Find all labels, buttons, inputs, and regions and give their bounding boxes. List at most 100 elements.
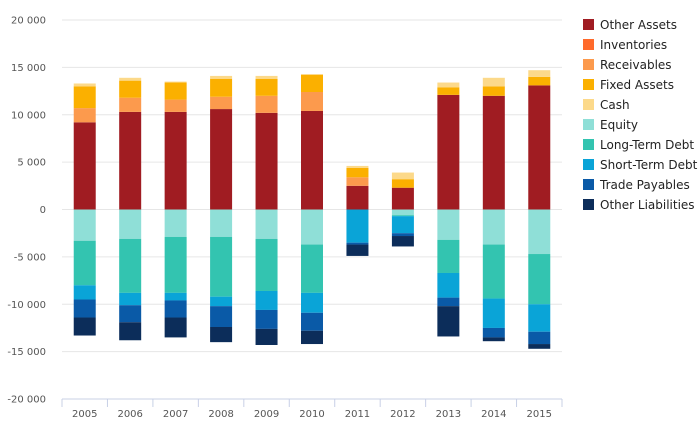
legend-label[interactable]: Cash bbox=[600, 98, 630, 112]
bar-segment[interactable] bbox=[119, 111, 142, 210]
bar-segment[interactable] bbox=[73, 122, 96, 210]
bar-segment[interactable] bbox=[73, 83, 96, 87]
bar-segment[interactable] bbox=[164, 236, 187, 293]
bar-segment[interactable] bbox=[437, 209, 460, 240]
bar-segment[interactable] bbox=[73, 209, 96, 241]
bar-segment[interactable] bbox=[528, 331, 551, 345]
bar-segment[interactable] bbox=[164, 111, 187, 210]
bar-segment[interactable] bbox=[255, 238, 278, 291]
bar-segment[interactable] bbox=[255, 75, 278, 79]
bar-segment[interactable] bbox=[164, 300, 187, 318]
bar-segment[interactable] bbox=[391, 179, 414, 188]
bar-segment[interactable] bbox=[255, 112, 278, 210]
bar-segment[interactable] bbox=[528, 70, 551, 77]
legend-swatch[interactable] bbox=[583, 39, 594, 50]
bar-segment[interactable] bbox=[346, 242, 369, 245]
bar-segment[interactable] bbox=[482, 86, 505, 96]
bar-segment[interactable] bbox=[210, 96, 233, 110]
bar-segment[interactable] bbox=[210, 78, 233, 97]
bar-segment[interactable] bbox=[301, 209, 323, 245]
legend-label[interactable]: Receivables bbox=[600, 58, 672, 72]
bar-segment[interactable] bbox=[119, 305, 142, 323]
bar-segment[interactable] bbox=[391, 172, 414, 180]
bar-segment[interactable] bbox=[346, 244, 369, 256]
bar-segment[interactable] bbox=[119, 292, 142, 306]
legend-label[interactable]: Other Assets bbox=[600, 18, 677, 32]
legend-swatch[interactable] bbox=[583, 59, 594, 70]
legend-swatch[interactable] bbox=[583, 79, 594, 90]
bar-segment[interactable] bbox=[119, 97, 142, 112]
bar-segment[interactable] bbox=[255, 309, 278, 329]
legend-label[interactable]: Other Liabilities bbox=[600, 198, 695, 212]
bar-segment[interactable] bbox=[437, 297, 460, 307]
legend-label[interactable]: Long-Term Debt bbox=[600, 138, 694, 152]
legend-swatch[interactable] bbox=[583, 139, 594, 150]
bar-segment[interactable] bbox=[164, 99, 187, 112]
bar-segment[interactable] bbox=[482, 95, 505, 210]
bar-segment[interactable] bbox=[119, 209, 142, 239]
legend-label[interactable]: Trade Payables bbox=[599, 178, 690, 192]
bar-segment[interactable] bbox=[346, 185, 369, 210]
bar-segment[interactable] bbox=[73, 86, 96, 109]
bar-segment[interactable] bbox=[301, 92, 323, 111]
bar-segment[interactable] bbox=[164, 292, 187, 301]
bar-segment[interactable] bbox=[119, 322, 142, 341]
bar-segment[interactable] bbox=[528, 76, 551, 86]
bar-segment[interactable] bbox=[301, 74, 323, 75]
bar-segment[interactable] bbox=[255, 209, 278, 239]
bar-segment[interactable] bbox=[73, 317, 96, 336]
legend-swatch[interactable] bbox=[583, 159, 594, 170]
legend-swatch[interactable] bbox=[583, 199, 594, 210]
bar-segment[interactable] bbox=[301, 244, 323, 293]
bar-segment[interactable] bbox=[164, 317, 187, 338]
bar-segment[interactable] bbox=[346, 167, 369, 178]
bar-segment[interactable] bbox=[437, 272, 460, 298]
bar-segment[interactable] bbox=[391, 216, 414, 234]
bar-segment[interactable] bbox=[482, 337, 505, 342]
bar-segment[interactable] bbox=[391, 187, 414, 210]
bar-segment[interactable] bbox=[119, 77, 142, 81]
bar-segment[interactable] bbox=[164, 81, 187, 83]
bar-segment[interactable] bbox=[437, 94, 460, 210]
bar-segment[interactable] bbox=[482, 327, 505, 338]
bar-segment[interactable] bbox=[528, 304, 551, 332]
bar-segment[interactable] bbox=[255, 328, 278, 345]
legend-label[interactable]: Equity bbox=[600, 118, 638, 132]
bar-segment[interactable] bbox=[73, 240, 96, 286]
bar-segment[interactable] bbox=[346, 209, 369, 243]
bar-segment[interactable] bbox=[437, 306, 460, 337]
bar-segment[interactable] bbox=[391, 236, 414, 247]
bar-segment[interactable] bbox=[119, 238, 142, 293]
legend-swatch[interactable] bbox=[583, 179, 594, 190]
bar-segment[interactable] bbox=[528, 209, 551, 255]
bar-segment[interactable] bbox=[301, 330, 323, 345]
bar-segment[interactable] bbox=[528, 85, 551, 210]
bar-segment[interactable] bbox=[437, 239, 460, 273]
legend-swatch[interactable] bbox=[583, 119, 594, 130]
bar-segment[interactable] bbox=[255, 78, 278, 96]
bar-segment[interactable] bbox=[210, 109, 233, 210]
bar-segment[interactable] bbox=[210, 326, 233, 343]
legend-swatch[interactable] bbox=[583, 99, 594, 110]
bar-segment[interactable] bbox=[119, 80, 142, 98]
bar-segment[interactable] bbox=[528, 254, 551, 305]
bar-segment[interactable] bbox=[482, 209, 505, 245]
legend-label[interactable]: Short-Term Debt bbox=[600, 158, 698, 172]
legend-label[interactable]: Inventories bbox=[600, 38, 667, 52]
bar-segment[interactable] bbox=[164, 209, 187, 237]
bar-segment[interactable] bbox=[301, 74, 323, 93]
bar-segment[interactable] bbox=[301, 312, 323, 331]
bar-segment[interactable] bbox=[73, 108, 96, 123]
bar-segment[interactable] bbox=[346, 165, 369, 168]
bar-segment[interactable] bbox=[210, 75, 233, 79]
bar-segment[interactable] bbox=[164, 82, 187, 100]
bar-segment[interactable] bbox=[346, 177, 369, 186]
bar-segment[interactable] bbox=[210, 296, 233, 307]
bar-segment[interactable] bbox=[437, 87, 460, 95]
bar-segment[interactable] bbox=[482, 298, 505, 328]
bar-segment[interactable] bbox=[391, 209, 414, 216]
legend-label[interactable]: Fixed Assets bbox=[600, 78, 674, 92]
bar-segment[interactable] bbox=[437, 82, 460, 88]
bar-segment[interactable] bbox=[482, 77, 505, 87]
bar-segment[interactable] bbox=[73, 285, 96, 300]
